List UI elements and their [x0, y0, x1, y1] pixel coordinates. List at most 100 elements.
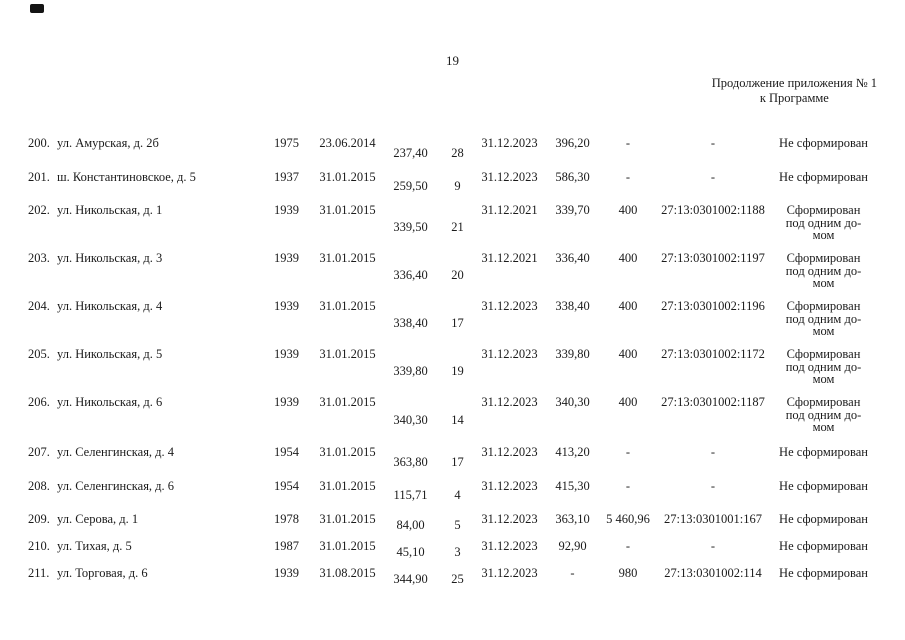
value-2-cell: 396,20: [555, 136, 590, 150]
apartments-table: 200. ул. Амурская, д. 2б 1975 23.06.2014…: [28, 136, 877, 593]
date-1-cell: 31.01.2015: [319, 170, 376, 184]
area-cell: 45,10: [396, 545, 425, 560]
address-cell: ул. Торговая, д. 6: [57, 566, 148, 580]
date-1-cell: 31.01.2015: [319, 445, 376, 459]
date-1-cell: 31.01.2015: [319, 512, 376, 526]
area-cell: 363,80: [393, 454, 428, 469]
page-number: 19: [446, 53, 459, 68]
land-status-cell: Сформирован под одним до- мом: [785, 299, 862, 338]
cadastral-number-cell: -: [710, 170, 716, 184]
land-status-cell: Не сформирован: [779, 512, 868, 526]
area-cell: 336,40: [393, 267, 428, 282]
row-number-cell: 204.: [28, 299, 50, 313]
table-row: 210. ул. Тихая, д. 5 1987 31.01.2015 45,…: [28, 539, 877, 566]
date-2-cell: 31.12.2023: [481, 170, 538, 184]
date-2-cell: 31.12.2023: [481, 539, 538, 553]
address-cell: ул. Никольская, д. 1: [57, 203, 163, 217]
area-cell: 344,90: [393, 572, 428, 587]
area-cell: 340,30: [393, 412, 428, 427]
build-year-cell: 1975: [274, 136, 299, 150]
row-number-cell: 201.: [28, 170, 50, 184]
cadastral-number-cell: -: [710, 445, 716, 459]
land-status-cell: Сформирован под одним до- мом: [785, 251, 862, 290]
date-1-cell: 31.01.2015: [319, 251, 376, 265]
land-status-cell: Сформирован под одним до- мом: [785, 203, 862, 242]
date-1-cell: 31.08.2015: [319, 566, 376, 580]
continuation-line2: к Программе: [759, 91, 829, 105]
row-number-cell: 205.: [28, 347, 50, 361]
land-status-cell: Не сформирован: [779, 479, 868, 493]
value-3-cell: 980: [618, 566, 638, 580]
land-status-cell: Не сформирован: [779, 539, 868, 553]
address-cell: ш. Константиновское, д. 5: [57, 170, 196, 184]
date-1-cell: 23.06.2014: [319, 136, 376, 150]
area-cell: 339,80: [393, 363, 428, 378]
value-2-cell: 92,90: [558, 539, 587, 553]
table-row: 208. ул. Селенгинская, д. 6 1954 31.01.2…: [28, 479, 877, 512]
value-2-cell: 339,80: [555, 347, 590, 361]
date-2-cell: 31.12.2021: [481, 251, 538, 265]
build-year-cell: 1939: [274, 203, 299, 217]
scan-artifact-mark: [30, 4, 44, 13]
cadastral-number-cell: 27:13:0301002:1172: [661, 347, 765, 361]
row-number-cell: 210.: [28, 539, 50, 553]
row-number-cell: 203.: [28, 251, 50, 265]
cadastral-number-cell: 27:13:0301002:114: [664, 566, 762, 580]
row-number-cell: 200.: [28, 136, 50, 150]
build-year-cell: 1987: [274, 539, 299, 553]
cadastral-number-cell: 27:13:0301002:1196: [661, 299, 765, 313]
cadastral-number-cell: -: [710, 136, 716, 150]
date-1-cell: 31.01.2015: [319, 299, 376, 313]
build-year-cell: 1939: [274, 347, 299, 361]
appendix-continuation-note: Продолжение приложения № 1 к Программе: [712, 76, 877, 106]
build-year-cell: 1937: [274, 170, 299, 184]
value-3-cell: 400: [618, 347, 638, 361]
table-row: 204. ул. Никольская, д. 4 1939 31.01.201…: [28, 299, 877, 347]
date-1-cell: 31.01.2015: [319, 203, 376, 217]
build-year-cell: 1978: [274, 512, 299, 526]
address-cell: ул. Серова, д. 1: [57, 512, 139, 526]
value-2-cell: 586,30: [555, 170, 590, 184]
area-cell: 115,71: [393, 488, 428, 503]
table-row: 200. ул. Амурская, д. 2б 1975 23.06.2014…: [28, 136, 877, 170]
address-cell: ул. Никольская, д. 3: [57, 251, 163, 265]
date-1-cell: 31.01.2015: [319, 479, 376, 493]
value-3-cell: -: [625, 445, 631, 459]
date-1-cell: 31.01.2015: [319, 539, 376, 553]
row-number-cell: 207.: [28, 445, 50, 459]
address-cell: ул. Никольская, д. 5: [57, 347, 163, 361]
value-3-cell: -: [625, 170, 631, 184]
date-2-cell: 31.12.2023: [481, 479, 538, 493]
build-year-cell: 1939: [274, 566, 299, 580]
continuation-line1: Продолжение приложения № 1: [711, 76, 877, 90]
area-cell: 338,40: [393, 315, 428, 330]
address-cell: ул. Селенгинская, д. 4: [57, 445, 175, 459]
date-2-cell: 31.12.2023: [481, 395, 538, 409]
land-status-cell: Не сформирован: [779, 445, 868, 459]
value-2-cell: 340,30: [555, 395, 590, 409]
value-2-cell: 363,10: [555, 512, 590, 526]
table-row: 201. ш. Константиновское, д. 5 1937 31.0…: [28, 170, 877, 203]
land-status-cell: Не сформирован: [779, 566, 868, 580]
land-status-cell: Сформирован под одним до- мом: [785, 395, 862, 434]
value-3-cell: 400: [618, 203, 638, 217]
build-year-cell: 1939: [274, 299, 299, 313]
count-cell: 28: [451, 145, 464, 160]
value-3-cell: 400: [618, 299, 638, 313]
build-year-cell: 1939: [274, 395, 299, 409]
address-cell: ул. Никольская, д. 6: [57, 395, 163, 409]
row-number-cell: 202.: [28, 203, 50, 217]
table-row: 203. ул. Никольская, д. 3 1939 31.01.201…: [28, 251, 877, 299]
value-2-cell: 338,40: [555, 299, 590, 313]
address-cell: ул. Тихая, д. 5: [57, 539, 132, 553]
cadastral-number-cell: 27:13:0301002:1188: [661, 203, 765, 217]
area-cell: 259,50: [393, 179, 428, 194]
value-3-cell: 5 460,96: [606, 512, 650, 526]
table-row: 211. ул. Торговая, д. 6 1939 31.08.2015 …: [28, 566, 877, 593]
cadastral-number-cell: -: [710, 539, 716, 553]
address-cell: ул. Никольская, д. 4: [57, 299, 163, 313]
count-cell: 19: [451, 363, 464, 378]
row-number-cell: 211.: [28, 566, 50, 580]
value-3-cell: 400: [618, 395, 638, 409]
